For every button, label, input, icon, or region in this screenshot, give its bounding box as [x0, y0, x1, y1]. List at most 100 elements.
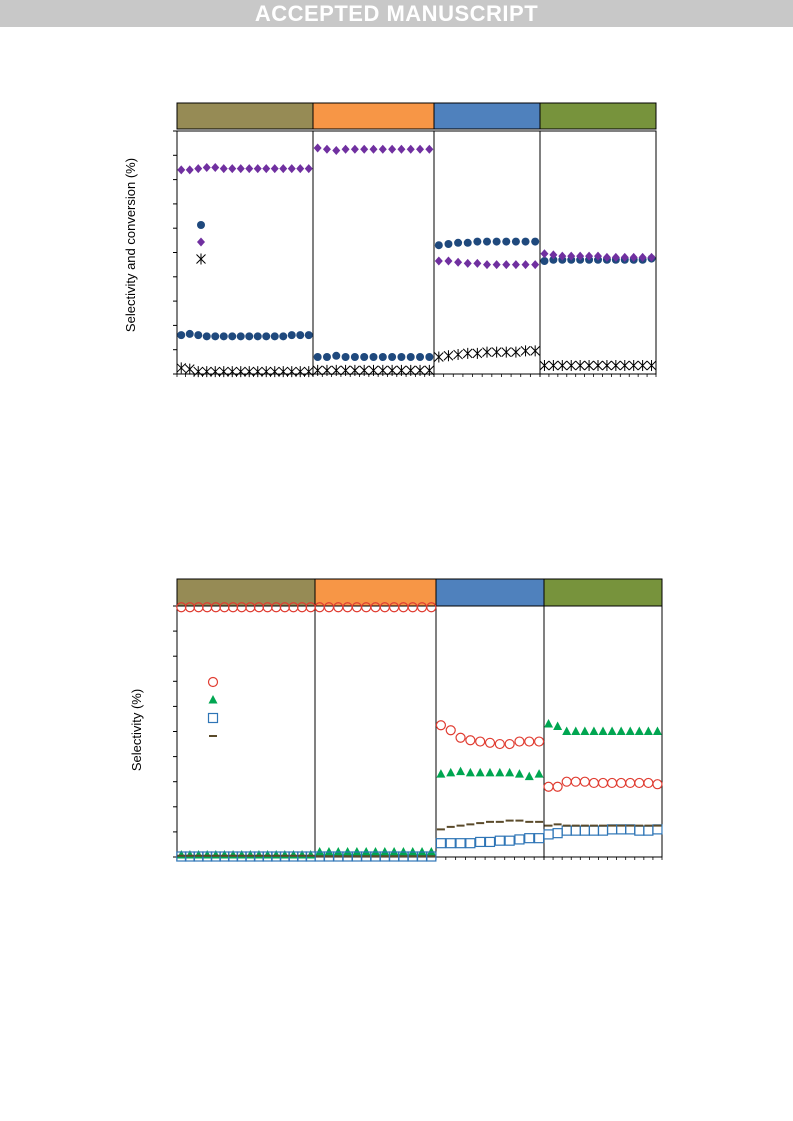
data-point: [271, 849, 281, 859]
data-point: [445, 838, 456, 849]
data-point: [511, 237, 520, 246]
data-point: [501, 346, 512, 358]
data-point: [303, 366, 314, 378]
data-point: [634, 726, 644, 735]
data-point: [483, 260, 491, 270]
legend-marker: [207, 712, 219, 724]
panel-header-2: [312, 102, 435, 130]
data-point: [652, 779, 663, 790]
data-point: [254, 849, 264, 859]
data-point: [465, 838, 476, 849]
data-point: [219, 332, 228, 341]
data-point: [610, 359, 621, 371]
data-point: [389, 846, 399, 856]
data-point: [340, 364, 351, 376]
data-point: [185, 165, 194, 175]
data-point: [629, 252, 638, 262]
series-1: [176, 602, 663, 792]
data-point: [252, 366, 263, 378]
data-point: [637, 359, 648, 371]
data-point: [495, 767, 505, 777]
data-point: [473, 237, 482, 246]
data-point: [561, 825, 572, 836]
data-point: [539, 359, 550, 371]
data-point: [444, 239, 453, 248]
data-point: [558, 251, 567, 261]
data-point: [465, 767, 475, 777]
data-point: [306, 849, 316, 859]
data-point: [584, 359, 594, 371]
data-point: [350, 352, 359, 361]
data-point: [369, 144, 378, 154]
data-point: [643, 726, 653, 735]
data-point: [270, 164, 279, 174]
data-point: [405, 364, 416, 376]
data-point: [236, 332, 245, 341]
data-point: [434, 256, 443, 266]
data-point: [549, 255, 558, 264]
data-point: [589, 726, 599, 735]
data-point: [435, 720, 447, 731]
panel-header-1: [176, 578, 316, 607]
data-point: [511, 260, 520, 270]
data-point: [588, 825, 600, 836]
panel-header-4: [543, 578, 663, 607]
data-point: [531, 260, 540, 270]
data-point: [473, 258, 482, 268]
data-point: [616, 726, 626, 735]
series-1: [177, 237, 656, 361]
data-point: [491, 346, 502, 358]
data-point: [521, 260, 530, 270]
panel-header-3: [433, 102, 541, 130]
data-point: [475, 836, 486, 848]
data-point: [313, 143, 322, 153]
data-point: [557, 359, 568, 371]
data-point: [504, 835, 515, 846]
data-point: [406, 352, 415, 361]
data-point: [445, 725, 456, 736]
data-point: [210, 366, 221, 378]
data-point: [377, 364, 388, 376]
data-point: [397, 352, 406, 361]
data-point: [434, 241, 443, 250]
data-point: [361, 846, 371, 856]
data-point: [378, 144, 387, 154]
data-point: [435, 838, 447, 849]
data-point: [211, 332, 220, 341]
data-point: [579, 825, 590, 836]
data-point: [544, 718, 554, 728]
data-point: [322, 364, 332, 376]
data-point: [566, 359, 577, 371]
data-point: [494, 738, 505, 750]
data-point: [585, 251, 594, 261]
data-point: [543, 829, 554, 840]
data-point: [548, 359, 559, 371]
data-point: [598, 726, 608, 735]
data-point: [426, 851, 437, 862]
data-point: [287, 164, 296, 174]
data-point: [176, 362, 187, 374]
data-point: [263, 849, 273, 859]
data-point: [619, 359, 630, 371]
data-point: [388, 144, 397, 154]
panel-header-4: [539, 102, 657, 130]
data-point: [531, 237, 540, 246]
y-axis-label: Selectivity (%): [129, 689, 144, 771]
data-point: [408, 846, 418, 856]
data-point: [484, 737, 496, 748]
data-point: [520, 345, 531, 357]
data-point: [514, 834, 525, 845]
data-point: [588, 777, 600, 789]
data-point: [237, 849, 247, 859]
y-axis-label: Selectivity and conversion (%): [123, 158, 138, 332]
data-point: [454, 257, 463, 267]
data-point: [540, 257, 549, 266]
data-point: [552, 828, 563, 839]
data-point: [228, 332, 237, 341]
data-point: [579, 776, 590, 787]
data-point: [304, 331, 313, 340]
data-point: [494, 835, 505, 846]
data-point: [228, 164, 237, 174]
data-point: [245, 849, 255, 859]
data-point: [607, 726, 617, 735]
